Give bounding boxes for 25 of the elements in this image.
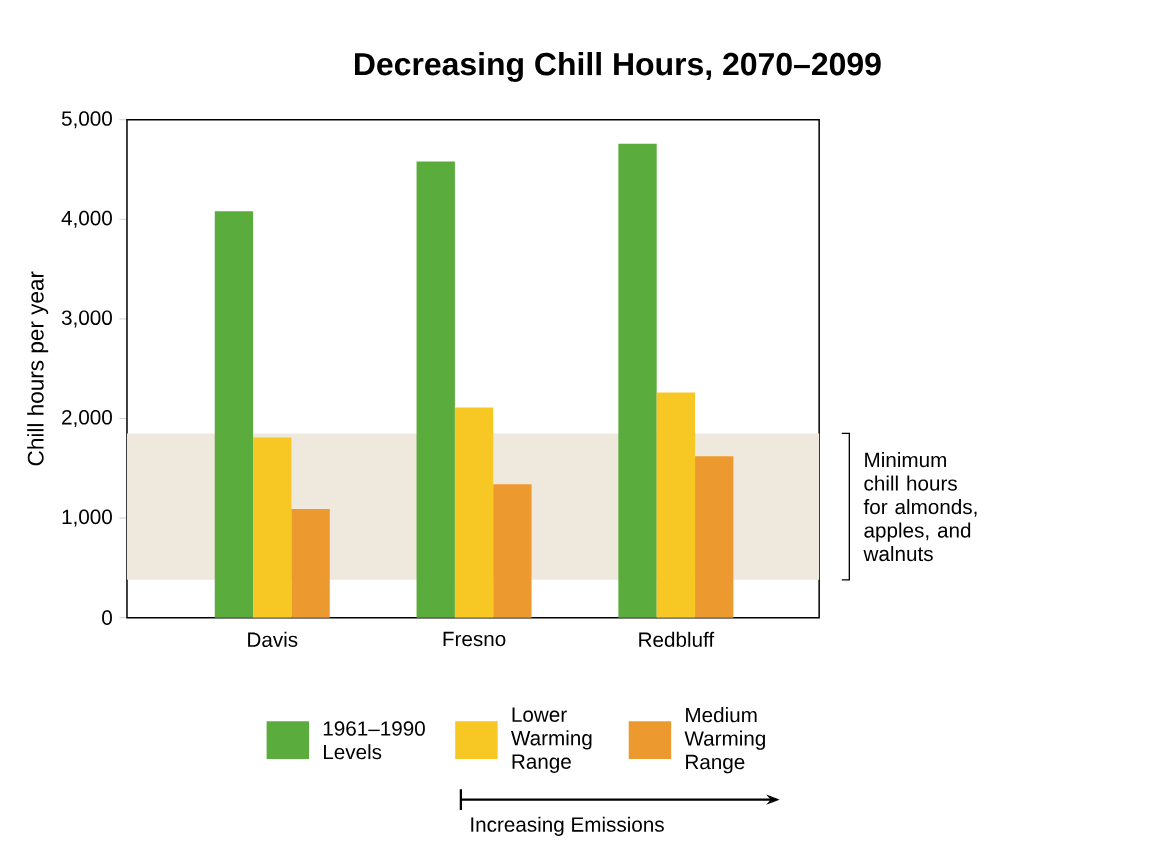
bar — [493, 483, 532, 618]
y-tick-label: 5,000 — [61, 110, 112, 129]
bar — [416, 161, 455, 618]
band-label: Minimum chill hours for almonds, apples, and walnuts — [863, 451, 977, 561]
text: Increasing Emissions — [471, 816, 664, 836]
bar — [695, 456, 734, 618]
legend-label: Lower Warming Range — [510, 707, 592, 773]
x-tick-label: Redbluff — [639, 631, 715, 647]
bar — [656, 392, 696, 618]
bar — [214, 211, 254, 618]
legend-label: Medium Warming Range — [684, 706, 765, 774]
y-tick-label: 3,000 — [61, 310, 112, 328]
bar — [291, 508, 330, 618]
bar — [253, 437, 292, 618]
y-tick-label: 4,000 — [61, 210, 112, 228]
y-tick-label: 1,000 — [62, 509, 112, 527]
legend-label: 1961–1990 Levels — [323, 720, 425, 760]
x-tick-label: Fresno — [443, 631, 506, 647]
y-tick-label: 0 — [102, 610, 112, 625]
x-tick-label: Davis — [248, 631, 298, 647]
y-tick-label: 2,000 — [62, 409, 112, 427]
bar — [454, 407, 494, 618]
y-axis-title: Chill hours per year — [27, 271, 49, 466]
bar — [618, 143, 657, 618]
chart-title: Decreasing Chill Hours, 2070–2099 — [355, 51, 881, 82]
